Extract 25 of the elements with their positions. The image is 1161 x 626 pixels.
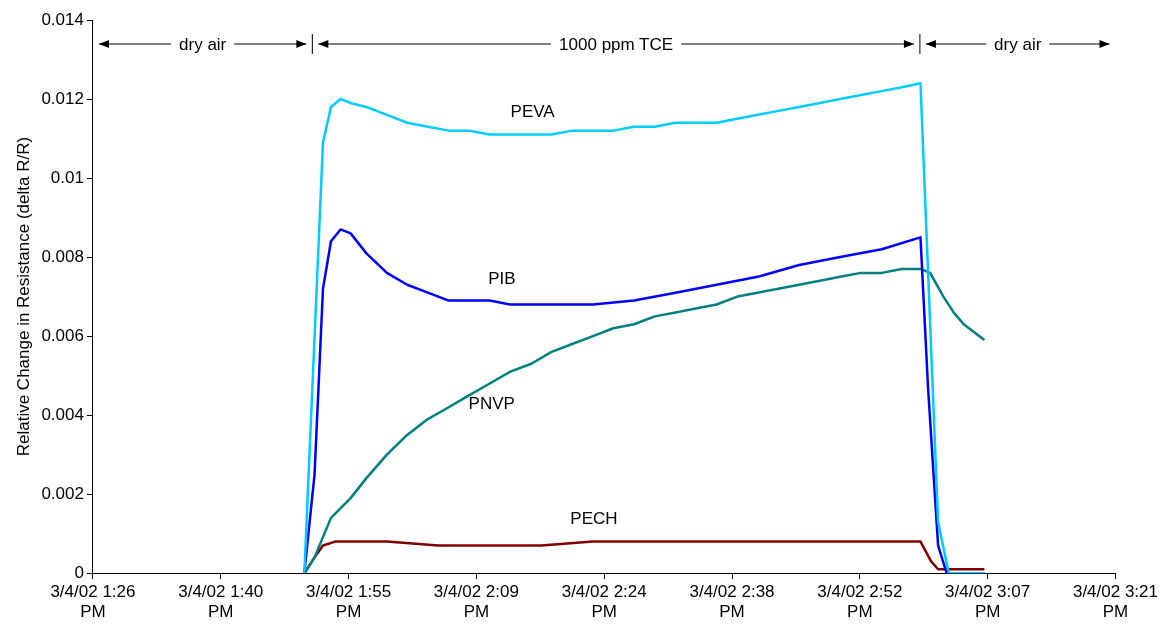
annotation: 1000 ppm TCE [559,35,674,54]
x-tick-label: 3/4/02 2:38 PM [689,582,775,622]
series-label: PECH [570,509,618,529]
annotation: dry air [178,35,227,54]
x-tick-label: 3/4/02 1:55 PM [306,582,392,622]
series-label: PEVA [510,102,556,122]
x-tick-label: 3/4/02 2:09 PM [433,582,519,622]
x-tick-label: 3/4/02 2:52 PM [817,582,903,622]
annotation: dry air [994,35,1042,54]
x-tick-label: 3/4/02 3:07 PM [945,582,1031,622]
y-tick-label: 0 [74,562,84,582]
y-tick-label: 0.014 [41,9,84,29]
series-label: PIB [488,268,516,288]
y-tick-label: 0.008 [41,246,84,266]
y-tick-label: 0.012 [41,88,84,108]
y-tick-label: 0.01 [50,167,84,187]
y-tick-label: 0.004 [41,404,84,424]
y-tick-label: 0.006 [41,325,84,345]
y-tick-label: 0.002 [41,483,84,503]
y-axis-title: Relative Change in Resistance (delta R/R) [13,136,33,457]
x-tick-label: 3/4/02 3:21 PM [1072,582,1158,622]
x-tick-label: 3/4/02 2:24 PM [561,582,647,622]
x-tick-label: 3/4/02 1:40 PM [178,582,264,622]
x-tick-label: 3/4/02 1:26 PM [50,582,136,622]
series-label: PNVP [468,394,515,414]
